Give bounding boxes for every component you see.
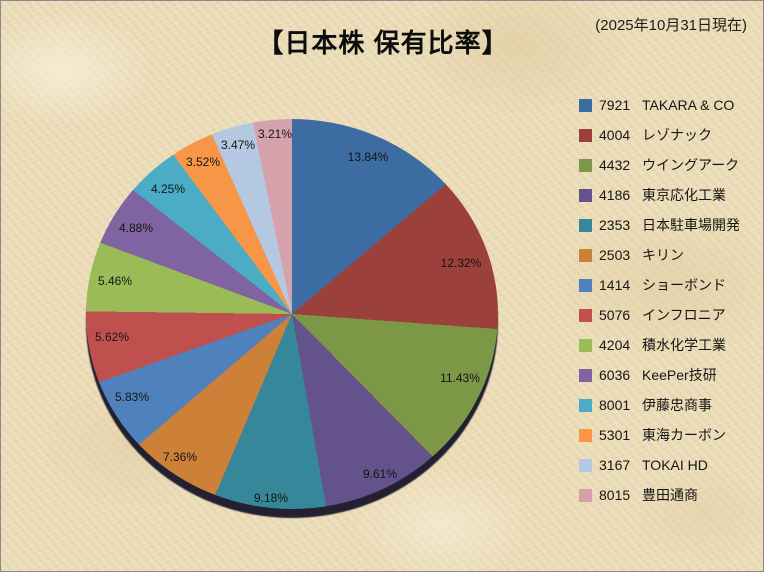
- legend-name: ウイングアーク: [642, 157, 740, 173]
- pie-chart: [86, 119, 498, 509]
- legend-item: 4004 レゾナック: [579, 127, 761, 143]
- legend-name: 豊田通商: [642, 487, 698, 503]
- legend-name: 伊藤忠商事: [642, 397, 712, 413]
- slice-label: 5.83%: [114, 390, 150, 404]
- chart-title: 【日本株 保有比率】: [257, 28, 509, 58]
- legend-name: キリン: [642, 247, 684, 263]
- legend-code: 2503: [599, 247, 631, 263]
- legend-item: 4204 積水化学工業: [579, 337, 761, 353]
- legend-item: 8015 豊田通商: [579, 487, 761, 503]
- legend-item: 6036 KeePer技研: [579, 367, 761, 383]
- legend-code: 2353: [599, 217, 631, 233]
- legend-item: 7921 TAKARA & CO: [579, 97, 761, 113]
- legend-item: 4186 東京応化工業: [579, 187, 761, 203]
- slice-label: 5.62%: [94, 330, 130, 344]
- slice-label: 3.21%: [257, 127, 293, 141]
- legend-code: 4186: [599, 187, 631, 203]
- legend-code: 5076: [599, 307, 631, 323]
- legend-item: 1414 ショーボンド: [579, 277, 761, 293]
- legend-code: 7921: [599, 97, 631, 113]
- legend-code: 8015: [599, 487, 631, 503]
- legend-item: 3167 TOKAI HD: [579, 457, 761, 473]
- as-of-date: (2025年10月31日現在): [595, 17, 747, 34]
- legend-item: 5301 東海カーボン: [579, 427, 761, 443]
- legend-swatch: [579, 308, 592, 322]
- slice-label: 4.88%: [118, 221, 154, 235]
- slice-label: 3.47%: [220, 138, 256, 152]
- legend-code: 3167: [599, 457, 631, 473]
- legend-name: 日本駐車場開発: [642, 217, 740, 233]
- legend-name: 東海カーボン: [642, 427, 726, 443]
- slice-label: 5.46%: [97, 274, 133, 288]
- slice-label: 9.18%: [253, 491, 289, 505]
- slice-label: 7.36%: [162, 450, 198, 464]
- legend-name: インフロニア: [642, 307, 726, 323]
- legend-swatch: [579, 398, 592, 412]
- legend-swatch: [579, 278, 592, 292]
- slice-label: 13.84%: [347, 150, 389, 164]
- legend-code: 8001: [599, 397, 631, 413]
- legend-swatch: [579, 488, 592, 502]
- slice-label: 11.43%: [440, 371, 480, 385]
- legend-item: 2503 キリン: [579, 247, 761, 263]
- slice-label: 3.52%: [185, 155, 221, 169]
- legend-swatch: [579, 128, 592, 142]
- legend-name: 積水化学工業: [642, 337, 726, 353]
- legend-code: 4432: [599, 157, 631, 173]
- legend-item: 2353 日本駐車場開発: [579, 217, 761, 233]
- legend-code: 4204: [599, 337, 631, 353]
- legend-swatch: [579, 428, 592, 442]
- legend-name: レゾナック: [642, 127, 712, 143]
- legend-swatch: [579, 338, 592, 352]
- legend-swatch: [579, 248, 592, 262]
- legend-swatch: [579, 158, 592, 172]
- legend-name: KeePer技研: [642, 367, 717, 383]
- legend-name: TAKARA & CO: [642, 97, 735, 113]
- legend-swatch: [579, 218, 592, 232]
- legend-swatch: [579, 98, 592, 112]
- legend-name: TOKAI HD: [642, 457, 708, 473]
- legend-item: 4432 ウイングアーク: [579, 157, 761, 173]
- legend-name: ショーボンド: [642, 277, 726, 293]
- legend-swatch: [579, 368, 592, 382]
- legend-code: 4004: [599, 127, 631, 143]
- legend-swatch: [579, 458, 592, 472]
- legend-item: 5076 インフロニア: [579, 307, 761, 323]
- legend-code: 5301: [599, 427, 631, 443]
- legend-item: 8001 伊藤忠商事: [579, 397, 761, 413]
- legend-name: 東京応化工業: [642, 187, 726, 203]
- slice-label: 4.25%: [150, 182, 186, 196]
- legend: 7921 TAKARA & CO 4004 レゾナック 4432 ウイングアーク 4186 東…: [579, 97, 761, 518]
- slice-label: 9.61%: [362, 467, 398, 481]
- slice-label: 12.32%: [440, 256, 482, 270]
- legend-code: 6036: [599, 367, 631, 383]
- legend-swatch: [579, 188, 592, 202]
- legend-code: 1414: [599, 277, 631, 293]
